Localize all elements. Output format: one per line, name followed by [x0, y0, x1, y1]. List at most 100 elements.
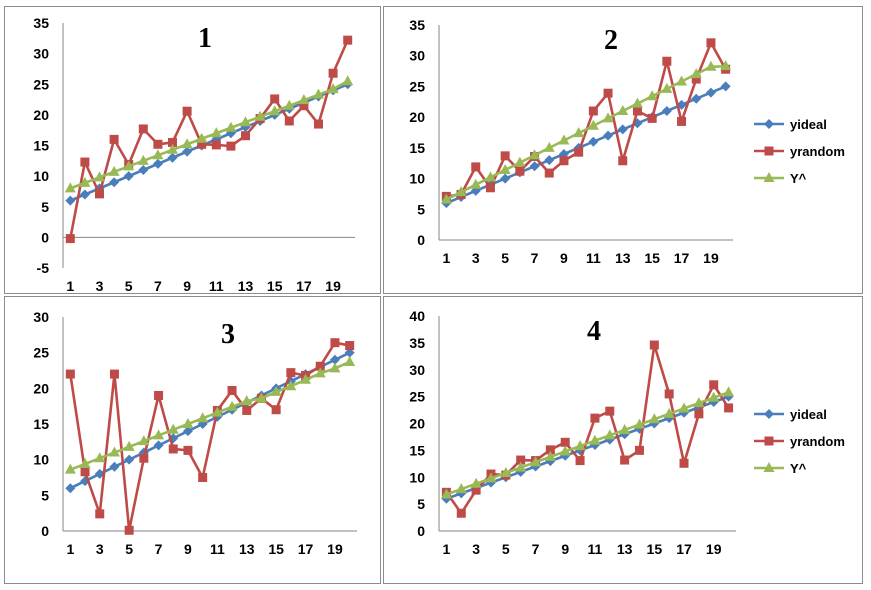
- data-point-yrandom: [284, 116, 294, 126]
- y-tick-label: 30: [33, 46, 49, 62]
- data-point-yrandom: [559, 156, 569, 166]
- data-point-Y^: [153, 429, 165, 440]
- data-point-yideal: [720, 81, 731, 92]
- data-point-yrandom: [95, 509, 105, 519]
- data-point-Y^: [589, 434, 601, 445]
- data-point-yrandom: [724, 403, 734, 413]
- data-point-Y^: [167, 143, 178, 154]
- data-point-Y^: [440, 193, 452, 204]
- y-tick-label: 30: [409, 362, 425, 378]
- data-point-Y^: [152, 149, 164, 160]
- data-point-yrandom: [271, 405, 281, 415]
- data-point-Y^: [79, 457, 91, 468]
- legend-label: yrandom: [790, 144, 845, 159]
- data-point-yrandom: [679, 458, 689, 468]
- data-point-Y^: [648, 413, 660, 424]
- data-point-Y^: [573, 127, 585, 138]
- data-point-yrandom: [706, 38, 716, 48]
- data-point-yrandom: [168, 444, 178, 454]
- data-point-Y^: [500, 466, 512, 477]
- data-point-yrandom: [183, 445, 193, 455]
- data-point-yrandom: [168, 137, 177, 147]
- data-point-yrandom: [109, 369, 119, 379]
- data-point-yideal: [182, 146, 193, 157]
- x-tick-label: 19: [325, 278, 341, 294]
- x-tick-label: 17: [298, 541, 314, 557]
- y-tick-label: 20: [33, 380, 49, 396]
- x-tick-label: 1: [66, 278, 74, 294]
- data-point-yrandom: [516, 455, 526, 465]
- x-tick-label: 5: [125, 541, 133, 557]
- data-point-Y^: [617, 105, 629, 115]
- data-point-Y^: [225, 121, 237, 132]
- x-tick-label: 11: [210, 541, 225, 557]
- data-point-yideal: [167, 152, 178, 163]
- y-tick-label: 15: [409, 140, 425, 156]
- data-point-Y^: [298, 94, 310, 105]
- data-point-Y^: [661, 82, 673, 93]
- data-point-yrandom: [138, 124, 148, 134]
- data-point-yideal: [94, 468, 105, 479]
- x-tick-label: 5: [502, 541, 510, 557]
- y-tick-label: 10: [33, 168, 49, 184]
- data-point-Y^: [720, 60, 732, 71]
- data-point-Y^: [211, 406, 223, 417]
- data-point-yrandom: [691, 74, 701, 84]
- data-point-yrandom: [198, 473, 208, 482]
- x-tick-label: 7: [531, 250, 539, 266]
- data-point-Y^: [484, 171, 496, 182]
- data-point-Y^: [440, 488, 452, 499]
- data-point-yrandom: [605, 406, 615, 416]
- data-point-Y^: [137, 154, 149, 165]
- y-tick-label: 5: [41, 487, 49, 503]
- y-tick-label: 15: [33, 416, 49, 432]
- data-point-Y^: [182, 418, 194, 428]
- data-point-Y^: [300, 373, 312, 384]
- data-point-yrandom: [694, 409, 704, 419]
- y-tick-label: 20: [33, 107, 49, 123]
- legend-marker: [764, 409, 774, 419]
- data-point-Y^: [470, 178, 482, 189]
- data-point-Y^: [138, 435, 150, 446]
- data-point-yideal: [544, 155, 555, 166]
- data-point-yrandom: [226, 141, 236, 151]
- series-yrandom: [65, 35, 353, 244]
- x-tick-label: 11: [588, 541, 603, 557]
- data-point-yrandom: [574, 147, 584, 157]
- y-tick-label: 30: [409, 48, 425, 64]
- data-point-yrandom: [456, 508, 466, 518]
- data-point-Y^: [574, 440, 586, 451]
- data-point-Y^: [529, 149, 541, 160]
- data-point-Y^: [283, 99, 295, 110]
- x-tick-label: 7: [155, 541, 163, 557]
- data-point-Y^: [313, 88, 324, 99]
- data-point-yideal: [65, 483, 76, 494]
- data-point-Y^: [285, 380, 297, 391]
- y-tick-label: 15: [33, 138, 49, 154]
- data-point-Y^: [196, 132, 208, 143]
- data-point-yrandom: [343, 35, 353, 45]
- data-point-yrandom: [709, 380, 719, 390]
- data-point-yideal: [182, 426, 193, 437]
- data-point-Y^: [587, 119, 599, 130]
- data-point-yideal: [123, 171, 134, 182]
- y-tick-label: 5: [41, 199, 49, 215]
- y-tick-label: 0: [417, 232, 425, 248]
- data-point-Y^: [79, 176, 91, 187]
- data-point-Y^: [181, 138, 193, 149]
- x-tick-label: 17: [296, 278, 312, 294]
- data-point-yrandom: [500, 151, 510, 161]
- x-tick-label: 1: [443, 541, 451, 557]
- data-point-Y^: [663, 407, 675, 418]
- series-yrandom: [65, 338, 355, 535]
- data-point-yideal: [500, 173, 511, 184]
- data-point-yrandom: [664, 389, 674, 399]
- series-Y^: [64, 355, 356, 474]
- x-tick-label: 15: [267, 278, 283, 294]
- x-tick-label: 3: [472, 541, 480, 557]
- data-point-yrandom: [80, 467, 90, 477]
- series-yrandom: [441, 38, 731, 201]
- data-point-yrandom: [485, 183, 495, 193]
- data-point-Y^: [705, 60, 717, 71]
